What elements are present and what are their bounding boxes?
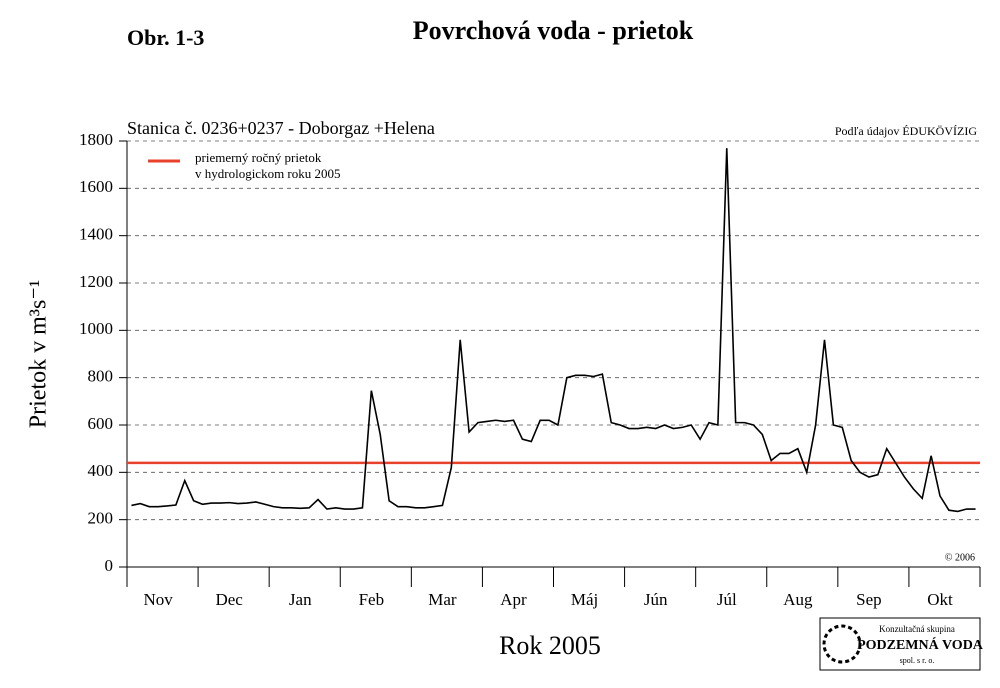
y-tick-label: 1600 [79,177,113,196]
x-tick-label: Feb [359,590,385,609]
x-tick-label: Sep [856,590,882,609]
y-tick-label: 800 [88,367,114,386]
x-tick-label: Máj [571,590,598,609]
x-tick-label: Jún [644,590,668,609]
logo-text: spol. s r. o. [900,656,935,665]
legend-label: priemerný ročný prietok [195,150,322,165]
y-tick-label: 400 [88,461,114,480]
x-tick-label: Apr [500,590,527,609]
y-tick-label: 1400 [79,225,113,244]
x-tick-label: Júl [717,590,737,609]
x-tick-label: Mar [428,590,457,609]
copyright: © 2006 [945,552,975,563]
x-tick-label: Nov [143,590,173,609]
y-tick-label: 200 [88,509,114,528]
logo-text: PODZEMNÁ VODA [857,636,984,653]
logo-text: Konzultačná skupina [879,624,955,634]
x-tick-label: Dec [215,590,243,609]
x-axis-label: Rok 2005 [499,631,601,660]
y-tick-label: 1000 [79,319,113,338]
y-tick-label: 1800 [79,130,113,149]
y-tick-label: 1200 [79,272,113,291]
legend-label: v hydrologickom roku 2005 [195,166,341,181]
data-line [131,148,976,513]
logo: Konzultačná skupina PODZEMNÁ VODA spol. … [819,617,984,671]
y-tick-label: 600 [88,414,114,433]
y-axis-label: Prietok v m³s⁻¹ [26,280,52,428]
y-tick-label: 0 [105,556,114,575]
source: Podľa údajov ÉDUKÖVÍZIG [835,124,978,138]
logo-icon [822,624,862,664]
chart-title: Povrchová voda - prietok [413,16,694,45]
figure-label: Obr. 1-3 [127,25,204,50]
subtitle: Stanica č. 0236+0237 - Doborgaz +Helena [127,118,435,138]
x-tick-label: Jan [289,590,312,609]
x-tick-label: Aug [783,590,813,609]
x-tick-label: Okt [927,590,953,609]
